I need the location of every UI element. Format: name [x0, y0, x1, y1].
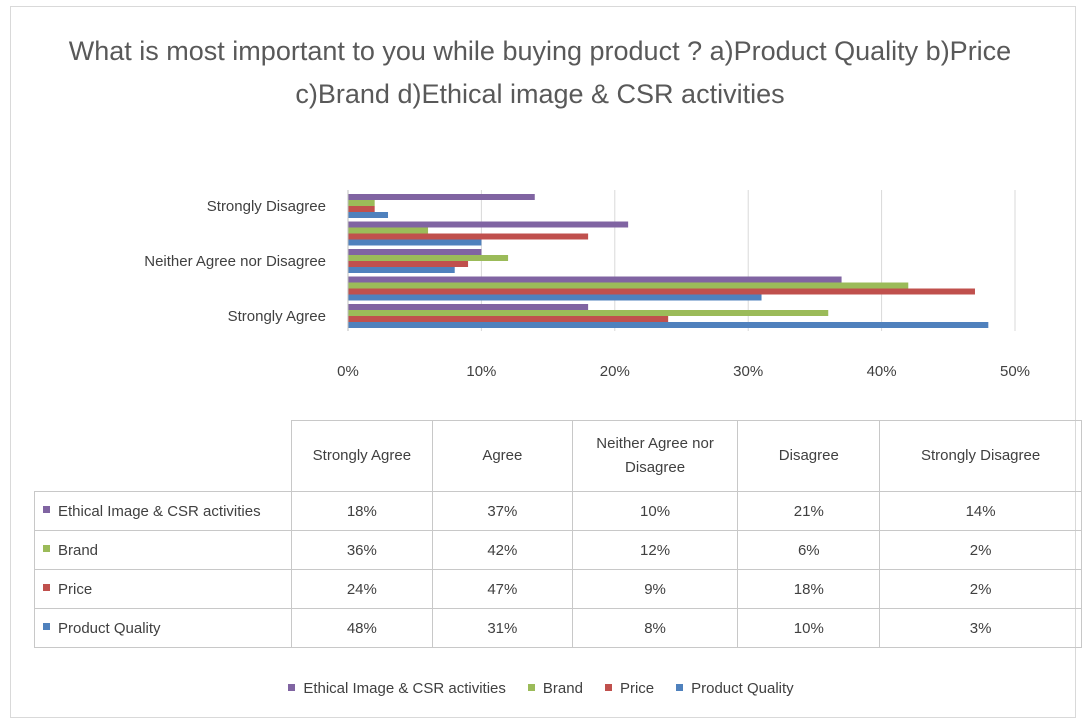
legend-key-icon [604, 683, 612, 691]
bar-ethical-image-csr-activities-2 [348, 249, 482, 255]
bar-product-quality-3 [348, 239, 482, 246]
table-cell: 18% [290, 491, 433, 531]
bar-price-3 [348, 233, 589, 240]
table-cell: 10% [737, 608, 881, 648]
bar-chart: 0% 10% 20% 30% 40% 50% Strongly Agree Neither A… [144, 190, 1030, 380]
bar-ethical-image-csr-activities-1 [348, 276, 842, 283]
bar-product-quality-0 [348, 322, 989, 328]
bar-brand-3 [348, 227, 429, 234]
table-cell: 3% [879, 608, 1082, 648]
series-name: Price [58, 580, 93, 598]
bar-product-quality-4 [348, 212, 389, 218]
bar-ethical-image-csr-activities-0 [348, 304, 589, 310]
table-column-header: Strongly Agree [290, 420, 433, 492]
table-cell: 18% [737, 569, 881, 609]
table-row: Ethical Image & CSR activities 18% 37% 10% 2… [34, 491, 1082, 531]
table-row: Brand 36% 42% 12% 6% 2% [34, 530, 1082, 570]
series-name: Product Quality [58, 619, 161, 637]
legend: Ethical Image & CSR activities Brand Price… [0, 680, 1082, 697]
chart-title: What is most important to you while buyi… [68, 36, 1012, 109]
table-cell: 2% [879, 530, 1082, 570]
legend-key-icon [43, 584, 50, 592]
bar-product-quality-1 [348, 294, 762, 301]
table-cell: 42% [431, 530, 573, 570]
table-cell: 6% [737, 530, 881, 570]
legend-key-icon [43, 506, 50, 514]
table-cell: 8% [571, 608, 739, 648]
legend-label: Product Quality [691, 680, 794, 697]
category-axis-label: Neither Agree nor Disagree [144, 253, 326, 270]
x-tick-label: 50% [1000, 363, 1030, 380]
bar-brand-4 [348, 200, 375, 206]
bar-brand-0 [348, 310, 829, 316]
x-tick-label: 0% [337, 363, 359, 380]
table-column-header: Agree [431, 420, 573, 492]
table-cell: 37% [431, 491, 573, 531]
legend-key-icon [676, 683, 684, 691]
bar-brand-1 [348, 282, 909, 289]
table-cell: 48% [290, 608, 433, 648]
legend-key-icon [527, 683, 535, 691]
data-table: Strongly Agree Agree Neither Agree nor Dis… [34, 420, 1082, 648]
chart-frame [10, 6, 1076, 718]
bar-price-4 [348, 206, 375, 212]
table-column-header: Neither Agree nor Disagree [571, 420, 739, 492]
category-axis-label: Strongly Agree [228, 308, 326, 325]
table-row: Price 24% 47% 9% 18% 2% [34, 569, 1082, 609]
table-row-label: Product Quality [34, 608, 292, 648]
table-cell: 12% [571, 530, 739, 570]
legend-item: Price [604, 680, 655, 697]
table-cell: 14% [879, 491, 1082, 531]
table-row-label: Brand [34, 530, 292, 570]
table-cell: 21% [737, 491, 881, 531]
legend-label: Price [619, 680, 655, 697]
legend-label: Brand [542, 680, 583, 697]
series-name: Ethical Image & CSR activities [58, 502, 261, 520]
bar-price-0 [348, 316, 669, 322]
legend-item: Brand [527, 680, 583, 697]
legend-key-icon [288, 683, 296, 691]
bar-ethical-image-csr-activities-4 [348, 194, 535, 200]
category-axis-label: Strongly Disagree [207, 198, 326, 215]
series-name: Brand [58, 541, 99, 559]
legend-label: Ethical Image & CSR activities [303, 680, 506, 697]
table-row-label: Price [34, 569, 292, 609]
table-header-row: Strongly Agree Agree Neither Agree nor Dis… [34, 420, 1082, 492]
table-corner [34, 420, 292, 492]
table-column-header: Disagree [737, 420, 881, 492]
table-cell: 36% [290, 530, 433, 570]
table-cell: 31% [431, 608, 573, 648]
x-tick-label: 40% [867, 363, 897, 380]
x-tick-label: 30% [733, 363, 763, 380]
table-cell: 10% [571, 491, 739, 531]
legend-key-icon [43, 623, 50, 631]
bar-price-2 [348, 261, 469, 267]
table-cell: 9% [571, 569, 739, 609]
legend-item: Ethical Image & CSR activities [288, 680, 506, 697]
table-cell: 24% [290, 569, 433, 609]
table-row-label: Ethical Image & CSR activities [34, 491, 292, 531]
x-tick-label: 20% [600, 363, 630, 380]
table-cell: 2% [879, 569, 1082, 609]
legend-item: Product Quality [676, 680, 794, 697]
table-cell: 47% [431, 569, 573, 609]
x-tick-label: 10% [466, 363, 496, 380]
bar-price-1 [348, 288, 975, 295]
bar-product-quality-2 [348, 267, 455, 273]
legend-key-icon [43, 545, 50, 553]
bar-ethical-image-csr-activities-3 [348, 221, 629, 228]
bar-brand-2 [348, 255, 509, 261]
table-row: Product Quality 48% 31% 8% 10% 3% [34, 608, 1082, 648]
table-column-header: Strongly Disagree [879, 420, 1082, 492]
